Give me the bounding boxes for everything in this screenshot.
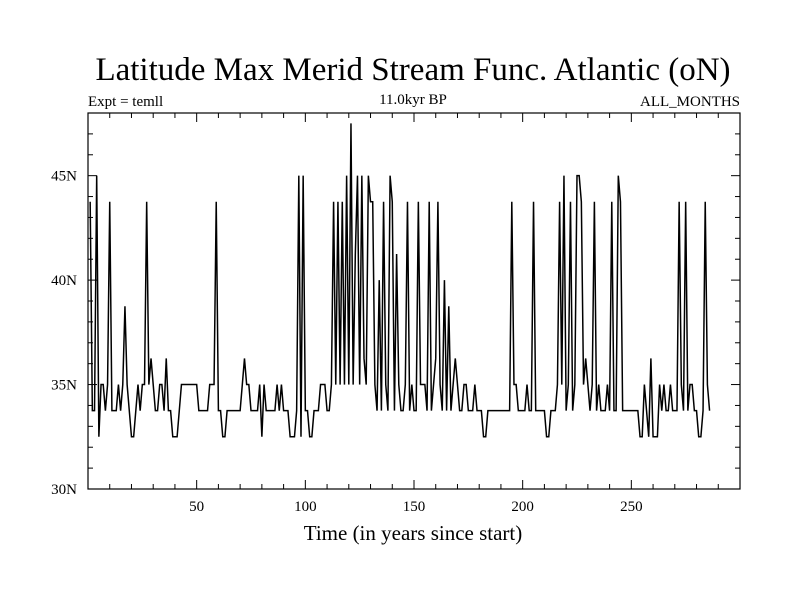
y-tick-label: 40N xyxy=(51,273,77,289)
y-tick-label: 45N xyxy=(51,169,77,185)
chart-title: Latitude Max Merid Stream Func. Atlantic… xyxy=(95,52,730,88)
experiment-label: Expt = temll xyxy=(88,94,163,110)
months-label: ALL_MONTHS xyxy=(640,94,740,110)
x-tick-label: 200 xyxy=(511,499,534,515)
series-line xyxy=(89,123,711,438)
x-tick-label: 150 xyxy=(403,499,426,515)
y-tick-label: 35N xyxy=(51,378,77,394)
y-tick-label: 30N xyxy=(51,482,77,498)
period-label: 11.0kyr BP xyxy=(379,92,447,108)
x-axis-label: Time (in years since start) xyxy=(304,521,523,545)
axis-ticks xyxy=(88,113,740,489)
x-tick-label: 100 xyxy=(294,499,317,515)
x-tick-label: 50 xyxy=(189,499,204,515)
x-tick-label: 250 xyxy=(620,499,643,515)
x-tick-labels: 50 100 150 200 250 xyxy=(189,499,642,515)
y-tick-labels: 30N 35N 40N 45N xyxy=(51,169,77,498)
